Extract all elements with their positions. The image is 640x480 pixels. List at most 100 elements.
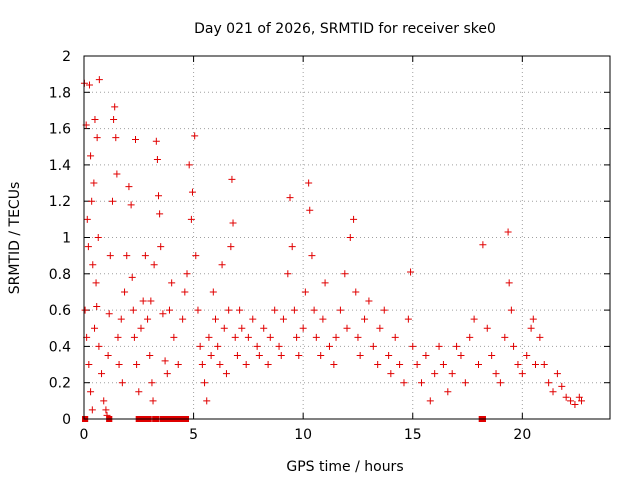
data-point bbox=[156, 210, 164, 218]
data-point bbox=[129, 306, 137, 314]
data-point bbox=[214, 342, 222, 350]
data-point bbox=[385, 351, 393, 359]
y-tick-label: 0.8 bbox=[49, 267, 71, 283]
data-point bbox=[286, 194, 294, 202]
data-point bbox=[448, 370, 456, 378]
data-point bbox=[306, 206, 314, 214]
data-point bbox=[483, 324, 491, 332]
data-point bbox=[369, 342, 377, 350]
data-point bbox=[244, 333, 252, 341]
y-tick-label: 1.2 bbox=[49, 194, 71, 210]
data-point bbox=[387, 370, 395, 378]
y-tick-label: 0 bbox=[62, 412, 71, 428]
data-point bbox=[562, 393, 570, 401]
data-point bbox=[144, 315, 152, 323]
data-point bbox=[501, 333, 509, 341]
data-point bbox=[233, 351, 241, 359]
data-point bbox=[155, 192, 163, 200]
data-point bbox=[218, 261, 226, 269]
data-point bbox=[336, 306, 344, 314]
data-point bbox=[299, 324, 307, 332]
points-layer bbox=[80, 76, 586, 422]
data-point bbox=[444, 388, 452, 396]
data-point bbox=[275, 342, 283, 350]
data-point bbox=[288, 243, 296, 251]
data-point bbox=[203, 397, 211, 405]
data-point bbox=[123, 252, 131, 260]
x-axis-label: GPS time / hours bbox=[286, 459, 403, 475]
ticks-layer: 00.20.40.60.811.21.41.61.820 5 10 15 20 bbox=[49, 49, 610, 443]
data-point bbox=[422, 351, 430, 359]
data-point bbox=[93, 134, 101, 142]
data-point bbox=[149, 397, 157, 405]
data-point bbox=[106, 252, 114, 260]
data-point bbox=[321, 279, 329, 287]
data-point bbox=[400, 379, 408, 387]
data-point bbox=[549, 388, 557, 396]
data-point bbox=[205, 333, 213, 341]
data-point bbox=[531, 361, 539, 369]
data-point bbox=[380, 306, 388, 314]
data-point bbox=[192, 252, 200, 260]
data-point bbox=[98, 370, 106, 378]
data-point bbox=[310, 306, 318, 314]
data-point bbox=[159, 310, 167, 318]
data-point bbox=[536, 333, 544, 341]
data-point bbox=[325, 342, 333, 350]
data-point bbox=[277, 351, 285, 359]
data-point bbox=[87, 388, 95, 396]
data-point bbox=[207, 351, 215, 359]
data-point bbox=[407, 268, 415, 276]
data-point bbox=[376, 324, 384, 332]
data-point bbox=[558, 382, 566, 390]
data-point bbox=[91, 324, 99, 332]
data-point bbox=[85, 81, 93, 89]
data-point bbox=[112, 134, 120, 142]
data-point bbox=[111, 103, 119, 111]
data-point bbox=[181, 288, 189, 296]
data-point bbox=[545, 379, 553, 387]
data-point bbox=[453, 342, 461, 350]
data-point bbox=[88, 197, 96, 205]
data-point bbox=[271, 306, 279, 314]
data-point bbox=[510, 342, 518, 350]
data-point bbox=[115, 361, 123, 369]
data-point bbox=[404, 315, 412, 323]
y-tick-label: 1 bbox=[62, 231, 71, 247]
data-point bbox=[365, 297, 373, 305]
data-point bbox=[575, 393, 583, 401]
data-point bbox=[179, 315, 187, 323]
data-point bbox=[413, 361, 421, 369]
data-point bbox=[117, 315, 125, 323]
data-point bbox=[113, 170, 121, 178]
x-tick-label: 20 bbox=[513, 427, 531, 443]
data-point bbox=[91, 116, 99, 124]
data-point bbox=[133, 361, 141, 369]
data-point bbox=[249, 315, 257, 323]
data-point bbox=[492, 370, 500, 378]
data-point bbox=[212, 315, 219, 323]
y-tick-label: 0.4 bbox=[49, 339, 71, 355]
data-point bbox=[163, 370, 171, 378]
data-point bbox=[461, 379, 469, 387]
y-tick-label: 0.2 bbox=[49, 376, 71, 392]
data-point bbox=[93, 302, 101, 310]
data-point bbox=[305, 179, 313, 187]
data-point bbox=[130, 333, 138, 341]
data-point bbox=[137, 324, 145, 332]
data-point bbox=[518, 370, 526, 378]
data-point bbox=[409, 342, 417, 350]
data-point bbox=[150, 261, 158, 269]
data-point bbox=[81, 306, 89, 314]
data-point bbox=[290, 306, 298, 314]
data-point bbox=[505, 279, 513, 287]
data-point bbox=[255, 351, 263, 359]
data-point bbox=[153, 155, 161, 163]
data-point bbox=[102, 406, 110, 414]
data-point bbox=[332, 333, 340, 341]
data-point bbox=[157, 243, 165, 251]
data-point bbox=[396, 361, 404, 369]
data-point bbox=[361, 315, 369, 323]
data-point bbox=[431, 370, 439, 378]
